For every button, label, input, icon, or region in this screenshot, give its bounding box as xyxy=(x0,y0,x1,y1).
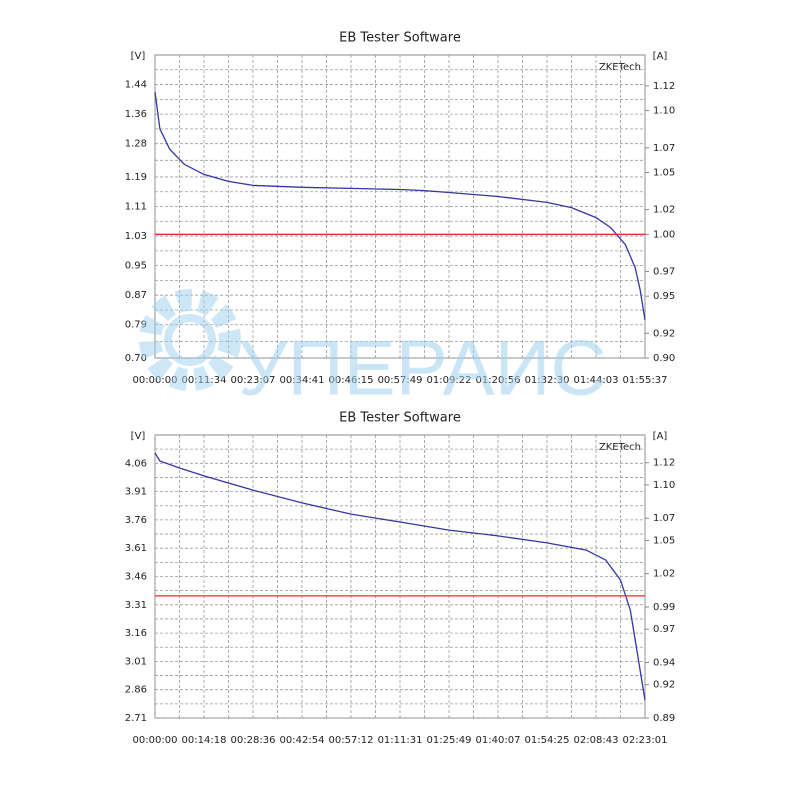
y2-tick-label: 0.94 xyxy=(653,658,675,669)
y2-axis-label: [A] xyxy=(653,431,668,442)
y-tick-label: 0.95 xyxy=(125,261,147,272)
series-line xyxy=(154,91,646,321)
x-tick-label: 00:46:15 xyxy=(329,375,374,386)
x-tick-label: 01:54:25 xyxy=(525,735,570,746)
y2-tick-label: 1.07 xyxy=(653,143,675,154)
y-tick-label: 3.76 xyxy=(125,515,147,526)
x-tick-label: 00:28:36 xyxy=(231,735,276,746)
x-tick-label: 01:20:56 xyxy=(476,375,521,386)
y-tick-label: 1.36 xyxy=(125,109,147,120)
y2-axis-label: [A] xyxy=(653,51,668,62)
x-tick-label: 00:57:49 xyxy=(378,375,423,386)
x-tick-label: 00:34:41 xyxy=(280,375,325,386)
x-tick-label: 00:42:54 xyxy=(280,735,325,746)
x-tick-label: 02:08:43 xyxy=(574,735,619,746)
y2-tick-label: 0.99 xyxy=(653,602,675,613)
x-tick-label: 00:57:12 xyxy=(329,735,374,746)
x-tick-label: 01:40:07 xyxy=(476,735,521,746)
y-tick-label: 1.03 xyxy=(125,231,147,242)
y-tick-label: 3.31 xyxy=(125,600,147,611)
y-tick-label: 3.91 xyxy=(125,487,147,498)
y2-tick-label: 1.07 xyxy=(653,513,675,524)
y2-tick-label: 1.05 xyxy=(653,167,675,178)
y2-tick-label: 1.10 xyxy=(653,480,675,491)
y-tick-label: 0.79 xyxy=(125,320,147,331)
y2-tick-label: 1.00 xyxy=(653,229,675,240)
x-tick-label: 02:23:01 xyxy=(623,735,668,746)
y2-tick-label: 0.97 xyxy=(653,266,675,277)
chart-title: EB Tester Software xyxy=(339,31,461,46)
y2-tick-label: 1.02 xyxy=(653,569,675,580)
y-axis-label: [V] xyxy=(131,51,146,62)
y2-tick-label: 1.12 xyxy=(653,81,675,92)
watermark-gear xyxy=(139,289,241,391)
y-tick-label: 1.44 xyxy=(125,80,147,91)
series-line xyxy=(154,452,646,701)
y-tick-label: 0.87 xyxy=(125,290,147,301)
y-tick-label: 3.46 xyxy=(125,572,147,583)
y-tick-label: 0.70 xyxy=(125,353,147,364)
x-tick-label: 01:25:49 xyxy=(427,735,472,746)
y-tick-label: 3.61 xyxy=(125,543,147,554)
y2-tick-label: 0.89 xyxy=(653,713,675,724)
y2-tick-label: 0.95 xyxy=(653,291,675,302)
y-tick-label: 2.86 xyxy=(125,685,147,696)
y2-tick-label: 1.10 xyxy=(653,106,675,117)
y-tick-label: 2.71 xyxy=(125,713,147,724)
y2-tick-label: 0.97 xyxy=(653,624,675,635)
y2-tick-label: 0.92 xyxy=(653,680,675,691)
watermark: УПЕРАИС xyxy=(238,324,607,412)
x-tick-label: 00:00:00 xyxy=(133,375,178,386)
y2-tick-label: 0.90 xyxy=(653,353,675,364)
y-axis-label: [V] xyxy=(131,431,146,442)
y2-tick-label: 0.92 xyxy=(653,328,675,339)
chart-title: EB Tester Software xyxy=(339,411,461,426)
brand-label: ZKETech xyxy=(599,62,641,73)
y2-tick-label: 1.02 xyxy=(653,205,675,216)
y-tick-label: 3.01 xyxy=(125,656,147,667)
y-tick-label: 1.11 xyxy=(125,202,147,213)
x-tick-label: 01:55:37 xyxy=(623,375,668,386)
y-tick-label: 1.28 xyxy=(125,139,147,150)
y-tick-label: 1.19 xyxy=(125,172,147,183)
y2-tick-label: 1.05 xyxy=(653,535,675,546)
x-tick-label: 01:32:30 xyxy=(525,375,570,386)
x-tick-label: 01:09:22 xyxy=(427,375,472,386)
y-tick-label: 4.06 xyxy=(125,458,147,469)
x-tick-label: 01:44:03 xyxy=(574,375,619,386)
y2-tick-label: 1.12 xyxy=(653,458,675,469)
x-tick-label: 00:14:18 xyxy=(182,735,227,746)
x-tick-label: 01:11:31 xyxy=(378,735,423,746)
y-tick-label: 3.16 xyxy=(125,628,147,639)
brand-label: ZKETech xyxy=(599,442,641,453)
x-tick-label: 00:00:00 xyxy=(133,735,178,746)
x-tick-label: 00:23:07 xyxy=(231,375,276,386)
